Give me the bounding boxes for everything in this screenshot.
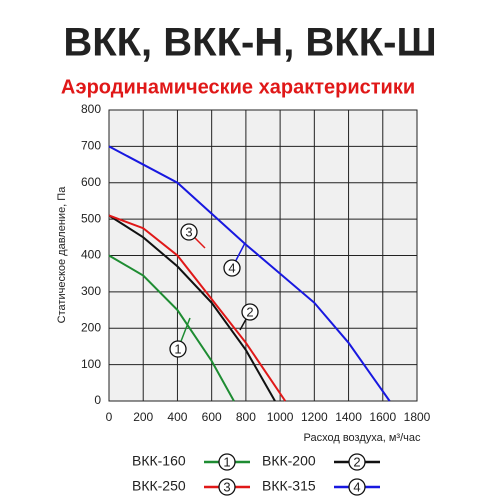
x-tick-label: 400	[167, 410, 187, 424]
callout-text: 1	[174, 341, 181, 356]
legend-marker-text: 4	[353, 479, 360, 494]
line-series	[108, 254, 235, 402]
callout	[169, 340, 187, 358]
x-tick-label: 1000	[267, 410, 294, 424]
y-tick-label: 400	[81, 248, 101, 262]
legend-label: ВКК-160	[132, 453, 186, 469]
legend-marker-text: 3	[223, 479, 230, 494]
line-series	[108, 214, 287, 402]
callout-text: 4	[228, 260, 235, 275]
x-tick-label: 1600	[369, 410, 396, 424]
x-tick-label: 0	[106, 410, 113, 424]
legend-marker-text: 1	[223, 454, 230, 469]
x-tick-label: 200	[133, 410, 153, 424]
legend-marker	[218, 478, 236, 496]
legend-marker	[218, 453, 236, 471]
callout	[180, 223, 198, 241]
y-tick-label: 300	[81, 284, 101, 298]
x-tick-label: 1400	[335, 410, 362, 424]
line-series	[108, 214, 276, 402]
callout	[241, 303, 259, 321]
chart-title: ВКК, ВКК-Н, ВКК-Ш	[63, 21, 436, 65]
legend-label: ВКК-250	[132, 478, 186, 494]
x-tick-label: 1200	[301, 410, 328, 424]
chart-subtitle: Аэродинамические характеристики	[61, 76, 415, 98]
x-tick-label: 1800	[404, 410, 431, 424]
legend-label: ВКК-200	[262, 453, 316, 469]
x-tick-label: 800	[236, 410, 256, 424]
line-series	[108, 145, 391, 402]
y-tick-label: 100	[81, 357, 101, 371]
x-axis-label: Расход воздуха, м³/час	[304, 432, 421, 444]
y-tick-label: 800	[81, 102, 101, 116]
callout-text: 3	[185, 224, 192, 239]
y-axis-label: Статическое давление, Па	[56, 186, 68, 324]
legend-marker	[348, 453, 366, 471]
y-tick-label: 600	[81, 175, 101, 189]
callout-text: 2	[246, 304, 253, 319]
callout	[223, 259, 241, 277]
legend-marker-text: 2	[353, 454, 360, 469]
x-tick-label: 600	[202, 410, 222, 424]
legend-label: ВКК-315	[262, 478, 316, 494]
y-tick-label: 700	[81, 139, 101, 153]
y-tick-label: 500	[81, 211, 101, 225]
legend-marker	[348, 478, 366, 496]
y-tick-label: 0	[94, 393, 101, 407]
y-tick-label: 200	[81, 320, 101, 334]
